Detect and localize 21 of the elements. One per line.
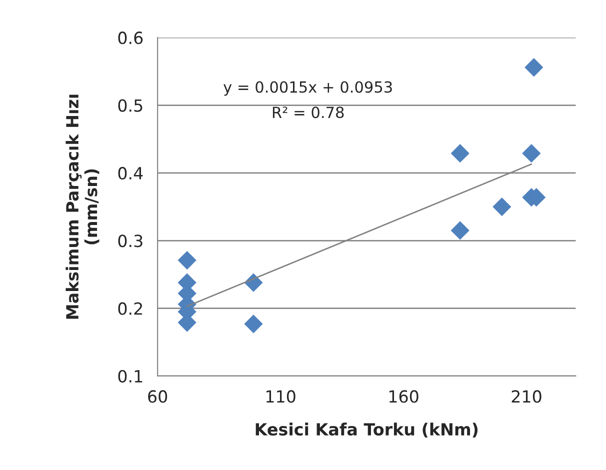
y-tick-label: 0.1 — [118, 370, 142, 383]
point — [244, 314, 263, 334]
x-tick-label: 210 — [512, 390, 542, 403]
point — [524, 58, 544, 77]
x-tick-label: 110 — [266, 390, 296, 403]
annotation: y = 0.0015x + 0.0953 — [224, 81, 392, 96]
y-axis-title: Maksimum Parçacık Hızı (mm/sn) — [66, 94, 100, 319]
point — [492, 197, 512, 216]
x-axis-title: Kesici Kafa Torku (kNm) — [256, 422, 478, 438]
y-tick-label: 0.2 — [118, 302, 142, 315]
x-tick-label: 160 — [389, 390, 418, 403]
y-tick-label: 0.6 — [118, 32, 143, 44]
point — [450, 144, 470, 163]
point — [178, 250, 196, 270]
y-tick-label: 0.3 — [118, 234, 142, 248]
point — [522, 144, 541, 163]
y-tick-label: 0.4 — [118, 166, 143, 180]
y-tick-label: 0.5 — [118, 99, 142, 112]
point — [450, 221, 470, 240]
x-tick-label: 60 — [148, 390, 168, 403]
annotation: R² = 0.78 — [272, 106, 344, 118]
